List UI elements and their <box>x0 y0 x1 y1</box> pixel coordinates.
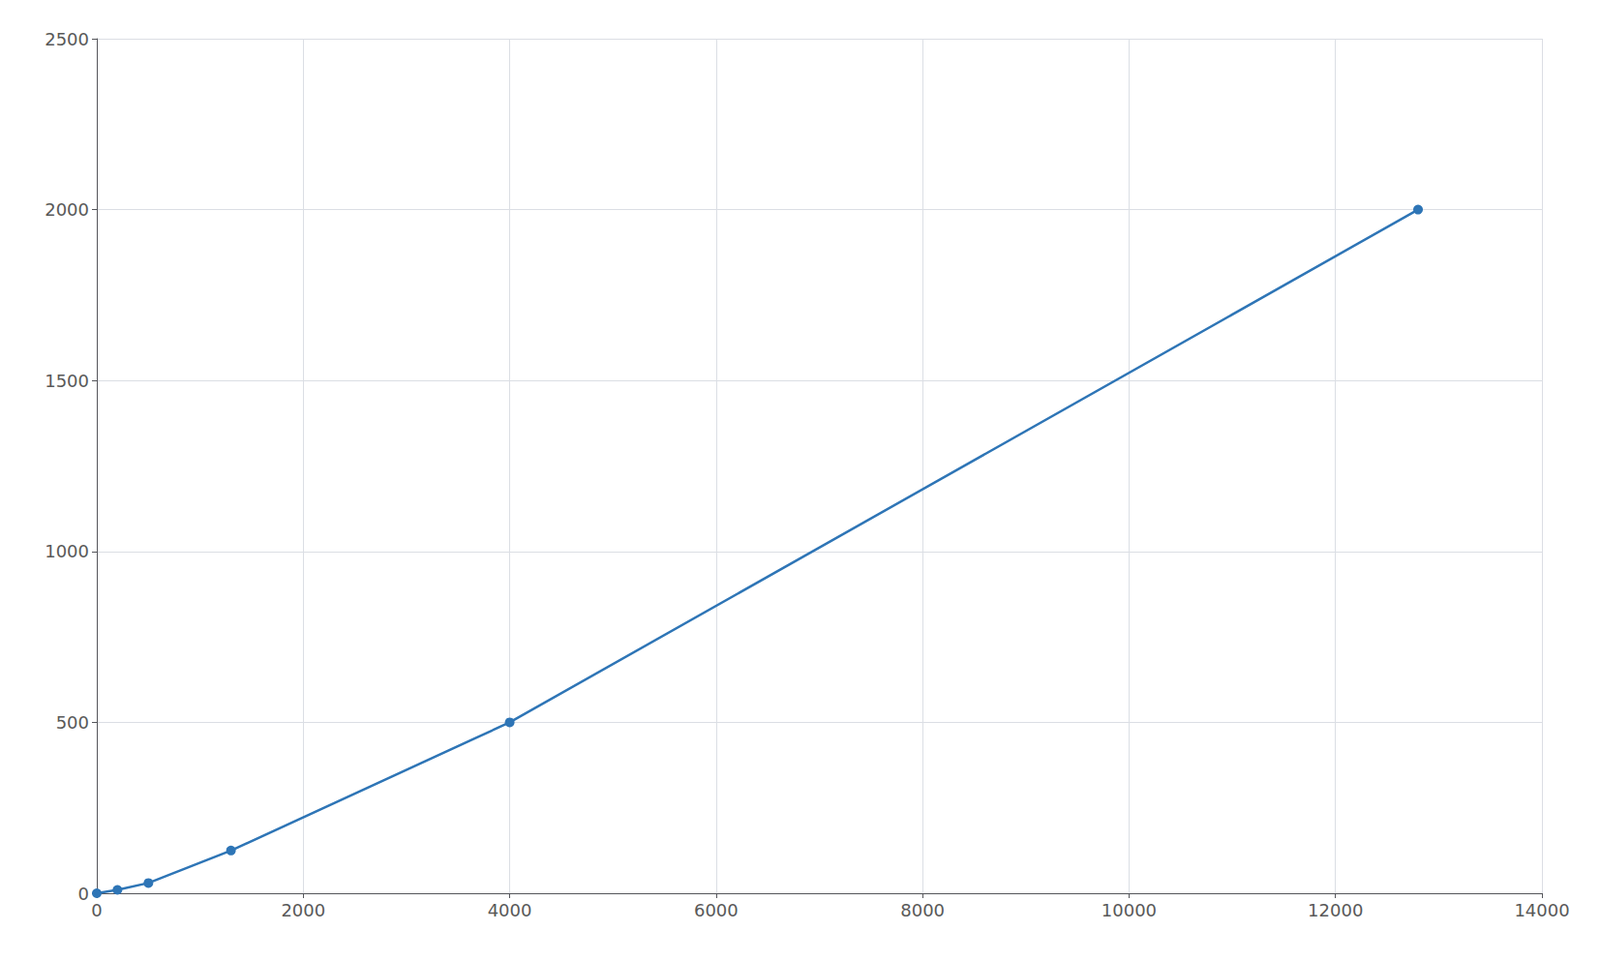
svg-text:2000: 2000 <box>44 199 90 220</box>
svg-text:1500: 1500 <box>44 370 90 392</box>
svg-text:1000: 1000 <box>44 541 90 562</box>
svg-text:12000: 12000 <box>1307 900 1363 921</box>
svg-text:4000: 4000 <box>487 900 533 921</box>
svg-text:2000: 2000 <box>280 900 326 921</box>
svg-text:14000: 14000 <box>1513 900 1570 921</box>
svg-text:2500: 2500 <box>44 29 90 50</box>
svg-text:10000: 10000 <box>1101 900 1157 921</box>
svg-text:6000: 6000 <box>694 900 739 921</box>
svg-text:0: 0 <box>90 900 102 921</box>
svg-text:8000: 8000 <box>900 900 945 921</box>
svg-text:0: 0 <box>78 883 90 905</box>
svg-text:500: 500 <box>56 712 90 733</box>
